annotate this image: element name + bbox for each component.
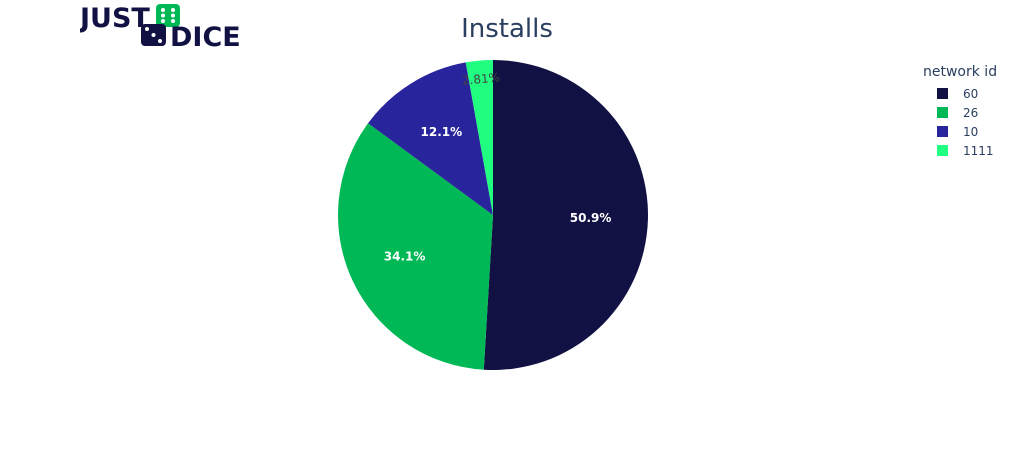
legend-item-10[interactable]: 10 <box>924 122 997 141</box>
legend-item-26[interactable]: 26 <box>924 103 997 122</box>
slice-label-10: 12.1% <box>421 125 463 139</box>
slice-label-60: 50.9% <box>570 211 612 225</box>
pie-slice-1111[interactable] <box>465 60 493 215</box>
legend-swatch <box>937 126 948 137</box>
legend-item-60[interactable]: 60 <box>924 84 997 103</box>
pie-slice-26[interactable] <box>338 123 493 370</box>
pie-slice-60[interactable] <box>483 60 649 370</box>
logo-text-just: JUST <box>80 3 150 34</box>
green-die-icon <box>156 4 180 27</box>
logo-text-dice: DICE <box>170 22 241 52</box>
legend-items: 60 26 10 1111 <box>924 84 997 160</box>
just-dice-logo: JUST DICE <box>78 2 250 56</box>
legend-label: 26 <box>963 105 979 120</box>
legend-swatch <box>937 145 948 156</box>
legend-title: network id <box>923 64 998 80</box>
pie-slice-10[interactable] <box>368 62 493 215</box>
slice-label-26: 34.1% <box>384 250 426 264</box>
dark-die-icon <box>141 24 166 46</box>
legend-item-1111[interactable]: 1111 <box>924 141 997 160</box>
chart-title: Installs <box>461 14 553 44</box>
legend-swatch <box>937 107 948 118</box>
legend: network id 60 26 10 1111 <box>923 64 998 160</box>
logo-graphic: JUST DICE <box>78 3 241 53</box>
legend-label: 60 <box>963 86 979 101</box>
legend-swatch <box>937 88 948 99</box>
legend-label: 10 <box>963 124 979 139</box>
legend-label: 1111 <box>963 143 994 158</box>
slice-label-1111: 2.81% <box>461 70 500 87</box>
